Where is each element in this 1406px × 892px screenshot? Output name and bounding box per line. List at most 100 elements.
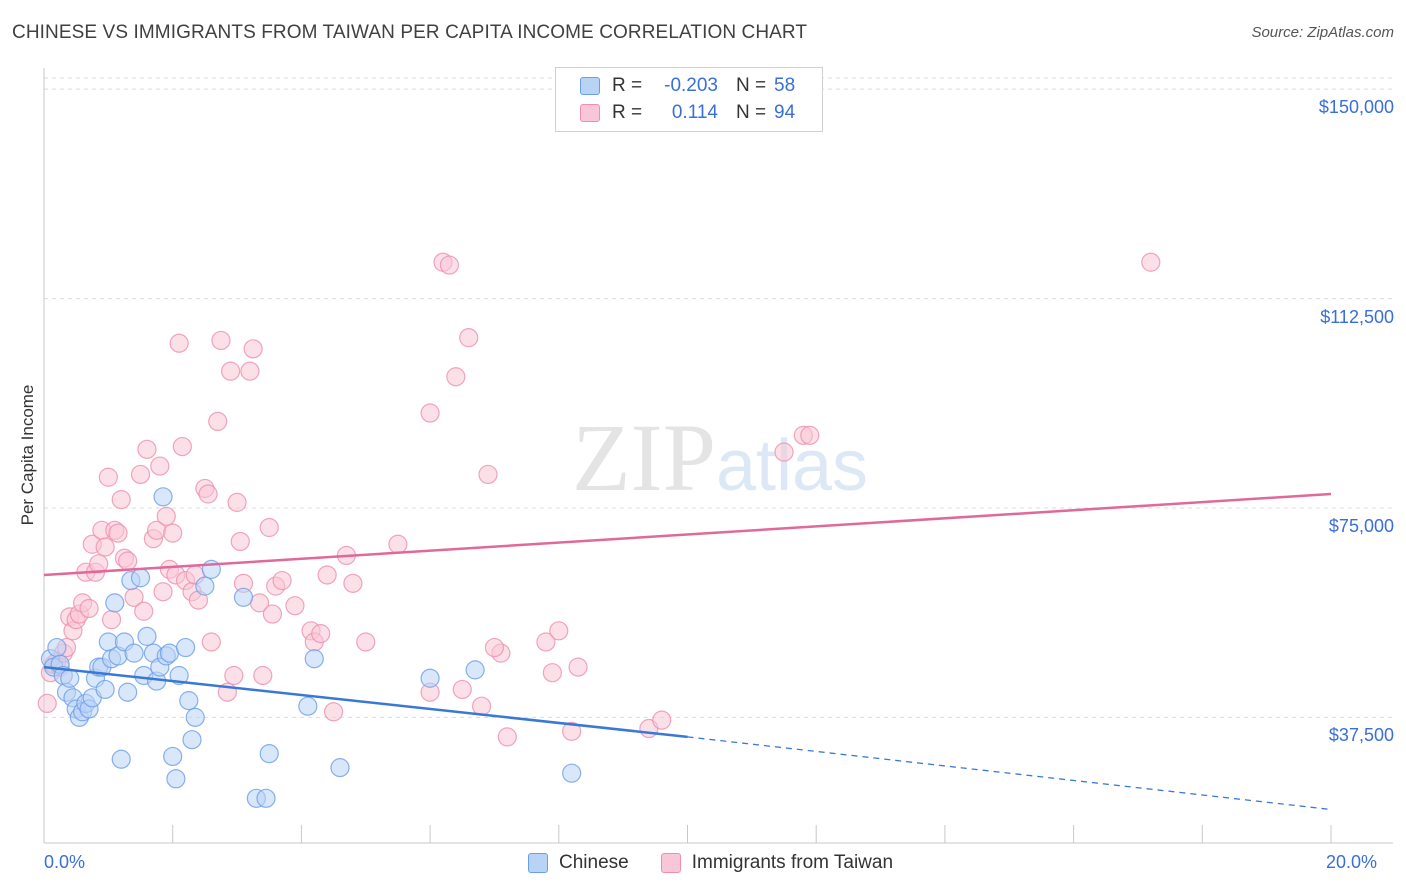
taiwan-point [137, 439, 157, 459]
taiwan-point [163, 523, 183, 543]
taiwan-point [420, 403, 440, 423]
chinese-point [153, 487, 173, 507]
chinese-point [47, 637, 67, 658]
chinese-trend-line [43, 665, 688, 739]
taiwan-point [111, 489, 131, 510]
legend-n-value: 94 [774, 102, 796, 123]
series-legend: Chinese Immigrants from Taiwan [528, 852, 925, 874]
y-tick-label: $75,000 [1328, 515, 1394, 536]
chinese-point [118, 682, 138, 702]
taiwan-point [439, 255, 460, 275]
legend-swatch-chinese [528, 853, 548, 873]
chinese-point [130, 568, 151, 588]
taiwan-point [343, 573, 363, 593]
taiwan-point [240, 361, 260, 381]
y-tick-label: $150,000 [1318, 97, 1394, 118]
taiwan-point [484, 637, 505, 658]
taiwan-point [285, 596, 305, 616]
chinese-point [298, 696, 318, 716]
taiwan-trend-line [43, 492, 1332, 577]
taiwan-point [549, 621, 569, 641]
legend-row-chinese: R = -0.203 N = 58 [580, 75, 795, 97]
chinese-point [124, 643, 144, 663]
watermark: ZIPatlas [572, 404, 868, 511]
y-tick-label: $37,500 [1328, 725, 1394, 746]
legend-swatch-taiwan [660, 853, 681, 873]
legend-n-value: 58 [774, 75, 796, 96]
chinese-point [562, 763, 582, 783]
chinese-point [105, 593, 125, 613]
chinese-point [163, 746, 183, 767]
series-legend-label: Immigrants from Taiwan [691, 852, 894, 873]
taiwan-point [108, 523, 128, 543]
taiwan-point [230, 531, 250, 552]
taiwan-point [130, 464, 151, 485]
chinese-point [256, 788, 276, 808]
taiwan-point [478, 464, 498, 485]
grid-layer [44, 77, 1393, 718]
legend-n-label: N = [736, 102, 767, 123]
legend-r-value: 0.114 [671, 102, 718, 123]
series-legend-taiwan[interactable]: Immigrants from Taiwan [660, 852, 894, 874]
taiwan-point [272, 570, 292, 591]
x-tick-min: 0.0% [44, 852, 86, 872]
taiwan-point [211, 330, 231, 351]
taiwan-point [89, 554, 109, 574]
series-legend-label: Chinese [559, 852, 629, 873]
taiwan-point [356, 632, 376, 652]
correlation-legend: R = -0.203 N = 58 R = 0.114 N = 94 [555, 67, 823, 132]
taiwan-point [101, 610, 122, 630]
legend-n-label: N = [736, 75, 767, 96]
chinese-point [465, 660, 485, 680]
chinese-point [159, 643, 180, 663]
taiwan-point [542, 663, 562, 683]
chinese-point [330, 758, 350, 778]
taiwan-point [497, 727, 517, 747]
taiwan-point [259, 517, 279, 538]
taiwan-point [98, 467, 118, 487]
chinese-point [137, 626, 157, 646]
legend-swatch-chinese [580, 77, 600, 95]
taiwan-point [800, 425, 820, 445]
x-tick-max: 20.0% [1326, 852, 1378, 872]
taiwan-point [471, 696, 492, 716]
taiwan-point [221, 361, 241, 381]
legend-r-label: R = [612, 102, 643, 123]
series-legend-chinese[interactable]: Chinese [528, 852, 629, 874]
chinese-point [185, 707, 205, 727]
chinese-point [169, 665, 189, 686]
chinese-point [259, 744, 279, 764]
taiwan-point [452, 679, 472, 700]
y-tick-label: $112,500 [1320, 306, 1394, 327]
taiwan-point [323, 702, 344, 722]
taiwan-point [172, 436, 192, 457]
points-layer [37, 252, 1161, 808]
taiwan-point [37, 693, 57, 714]
taiwan-point [243, 339, 263, 359]
chinese-point [304, 649, 324, 669]
taiwan-point [118, 551, 138, 571]
taiwan-point [388, 534, 408, 554]
y-axis-label: Per Capita Income [18, 384, 37, 526]
chinese-point [60, 668, 80, 688]
taiwan-point [79, 598, 99, 619]
taiwan-point [253, 665, 273, 686]
taiwan-point [652, 710, 672, 730]
taiwan-point [1141, 252, 1161, 272]
chinese-point [111, 749, 131, 769]
taiwan-point [150, 456, 170, 476]
taiwan-point [156, 506, 176, 526]
taiwan-point [208, 411, 228, 432]
taiwan-point [134, 601, 154, 621]
chinese-point [195, 576, 215, 596]
legend-row-taiwan: R = 0.114 N = 94 [580, 102, 795, 124]
taiwan-point [227, 492, 247, 512]
chinese-trend-extension [687, 736, 1332, 811]
taiwan-point [153, 582, 173, 602]
axis-layer [43, 68, 1393, 844]
taiwan-point [317, 565, 337, 585]
taiwan-point [201, 632, 221, 652]
taiwan-point [198, 484, 218, 504]
chinese-point [179, 691, 199, 711]
